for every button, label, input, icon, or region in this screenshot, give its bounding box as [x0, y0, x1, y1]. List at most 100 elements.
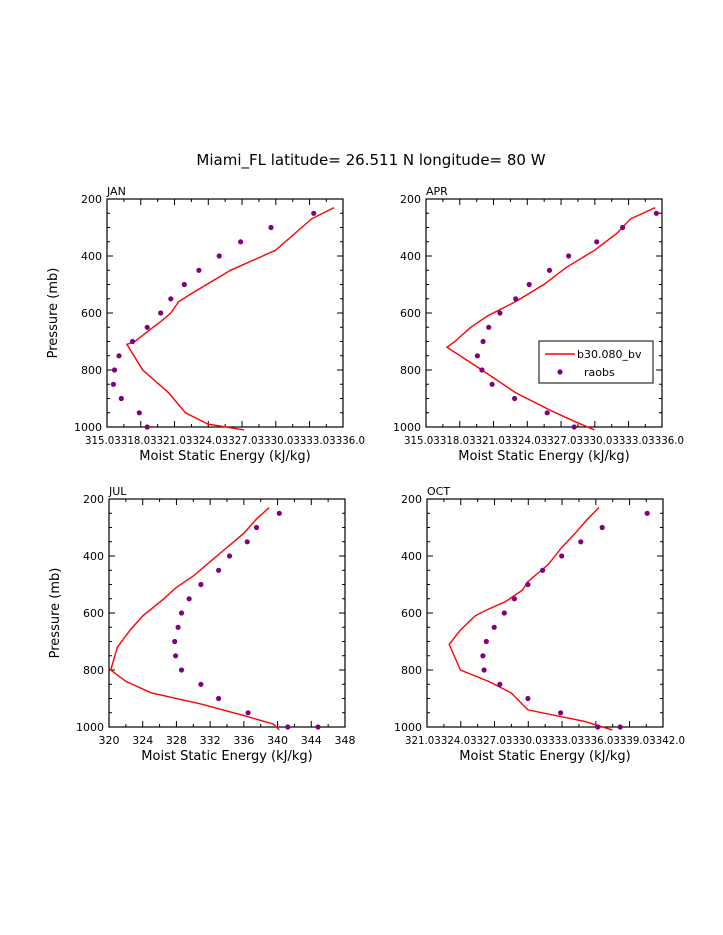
obs-point: [238, 239, 244, 245]
obs-point: [566, 253, 572, 259]
obs-point: [594, 239, 600, 245]
x-tick-label: 336: [233, 734, 254, 747]
obs-point: [196, 267, 202, 273]
obs-point: [186, 596, 192, 602]
plot-frame: [106, 198, 344, 428]
obs-point: [311, 210, 317, 216]
obs-point: [558, 710, 564, 716]
obs-point: [513, 296, 519, 302]
obs-point: [136, 410, 142, 416]
obs-point: [644, 510, 650, 516]
obs-point: [216, 253, 222, 259]
model-line: [125, 206, 335, 431]
panel-jan: 200 400 600 800 1000315.03318.03321.03324.03…: [46, 185, 365, 464]
x-tick-label: 328: [166, 734, 187, 747]
obs-point: [544, 410, 550, 416]
obs-point: [285, 724, 291, 730]
x-tick-label: 348: [335, 734, 356, 747]
model-line: [445, 206, 656, 431]
y-tick-label: 200: [401, 493, 422, 506]
obs-point: [617, 724, 623, 730]
y-tick-label: 200: [83, 493, 104, 506]
y-tick-label: 1000: [393, 421, 421, 434]
legend-obs-label: raobs: [584, 366, 615, 379]
obs-point: [491, 624, 497, 630]
panel-label: JUL: [108, 485, 127, 498]
x-tick-labels: 315.03318.03321.03324.03327.03330.03333.…: [85, 434, 365, 447]
obs-point: [178, 610, 185, 616]
obs-point: [653, 210, 660, 216]
y-tick-label: 800: [83, 664, 104, 677]
obs-point: [118, 395, 124, 402]
obs-point: [483, 638, 489, 645]
obs-point: [268, 224, 274, 231]
y-tick-label: 400: [401, 550, 422, 563]
panel-label: OCT: [427, 485, 450, 498]
obs-point: [198, 581, 204, 588]
obs-point: [181, 281, 187, 288]
x-axis-label: Moist Static Energy (kJ/kg): [141, 749, 312, 764]
x-tick-label: 340: [267, 734, 288, 747]
obs-point: [173, 653, 179, 659]
obs-point: [315, 724, 321, 730]
x-axis-label: Moist Static Energy (kJ/kg): [459, 749, 630, 764]
obs-point: [144, 424, 150, 430]
obs-point: [480, 653, 486, 659]
obs-point: [144, 324, 150, 330]
obs-point: [571, 424, 577, 430]
obs-point: [178, 667, 185, 673]
y-tick-label: 600: [400, 307, 421, 320]
y-tick-label: 600: [401, 607, 422, 620]
obs-point: [245, 710, 251, 716]
obs-point: [111, 367, 118, 373]
x-tick-label: 332: [200, 734, 221, 747]
obs-point: [497, 681, 503, 687]
panel-label: JAN: [106, 185, 126, 198]
plot-frame: [425, 198, 663, 428]
obs-point: [595, 724, 601, 730]
obs-point: [226, 553, 233, 559]
obs-point: [172, 638, 178, 645]
figure-title: Miami_FL latitude= 26.511 N longitude= 8…: [196, 151, 545, 170]
y-tick-label: 600: [83, 607, 104, 620]
obs-point: [546, 267, 553, 273]
obs-point: [481, 667, 487, 673]
x-axis-label: Moist Static Energy (kJ/kg): [458, 449, 629, 464]
obs-point: [486, 324, 492, 330]
obs-point: [525, 695, 531, 702]
obs-point: [216, 567, 222, 573]
y-axis-label: Pressure (mb): [46, 268, 61, 359]
y-tick-label: 200: [400, 193, 421, 206]
obs-point: [620, 224, 626, 231]
legend-model-label: b30.080_bv: [577, 348, 642, 361]
obs-point: [511, 395, 518, 402]
panel-label: APR: [426, 185, 448, 198]
legend-dot-swatch: [557, 369, 563, 375]
obs-point: [168, 296, 174, 302]
panel-oct: 200 400 600 800 1000321.03324.03327.03330.03…: [394, 485, 685, 764]
y-tick-label: 800: [400, 364, 421, 377]
obs-point: [276, 510, 282, 516]
legend-box: [538, 340, 654, 384]
obs-point: [116, 353, 122, 359]
model-line: [109, 507, 280, 731]
obs-point: [216, 695, 222, 702]
y-tick-label: 200: [81, 193, 102, 206]
panel-apr: 200 400 600 800 1000315.03318.03321.03324.03…: [393, 185, 684, 464]
obs-point: [479, 367, 485, 373]
x-tick-labels: 315.03318.03321.03324.03327.03330.03333.…: [404, 434, 684, 447]
y-tick-label: 400: [81, 250, 102, 263]
obs-point: [158, 310, 164, 316]
obs-point: [501, 610, 507, 616]
obs-point: [110, 381, 116, 387]
obs-point: [129, 338, 136, 345]
y-axis-label: Pressure (mb): [48, 568, 63, 659]
plot-frame: [108, 498, 346, 728]
y-tick-label: 1000: [394, 721, 422, 734]
obs-point: [511, 596, 517, 602]
x-tick-label: 320: [99, 734, 120, 747]
obs-point: [480, 338, 486, 345]
